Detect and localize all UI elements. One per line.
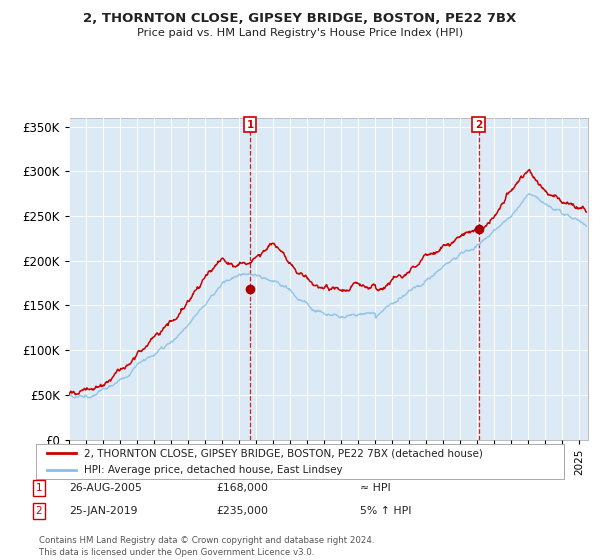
Text: 2: 2 xyxy=(35,506,43,516)
Text: 2, THORNTON CLOSE, GIPSEY BRIDGE, BOSTON, PE22 7BX: 2, THORNTON CLOSE, GIPSEY BRIDGE, BOSTON… xyxy=(83,12,517,25)
Text: 25-JAN-2019: 25-JAN-2019 xyxy=(69,506,137,516)
Text: 2: 2 xyxy=(475,120,482,130)
Text: 1: 1 xyxy=(247,120,254,130)
Text: 26-AUG-2005: 26-AUG-2005 xyxy=(69,483,142,493)
Text: £235,000: £235,000 xyxy=(216,506,268,516)
Text: ≈ HPI: ≈ HPI xyxy=(360,483,391,493)
Text: 1: 1 xyxy=(35,483,43,493)
Text: £168,000: £168,000 xyxy=(216,483,268,493)
Text: 5% ↑ HPI: 5% ↑ HPI xyxy=(360,506,412,516)
Text: HPI: Average price, detached house, East Lindsey: HPI: Average price, detached house, East… xyxy=(83,465,342,475)
Text: 2, THORNTON CLOSE, GIPSEY BRIDGE, BOSTON, PE22 7BX (detached house): 2, THORNTON CLOSE, GIPSEY BRIDGE, BOSTON… xyxy=(83,449,482,459)
Text: Contains HM Land Registry data © Crown copyright and database right 2024.
This d: Contains HM Land Registry data © Crown c… xyxy=(39,536,374,557)
Text: Price paid vs. HM Land Registry's House Price Index (HPI): Price paid vs. HM Land Registry's House … xyxy=(137,28,463,38)
